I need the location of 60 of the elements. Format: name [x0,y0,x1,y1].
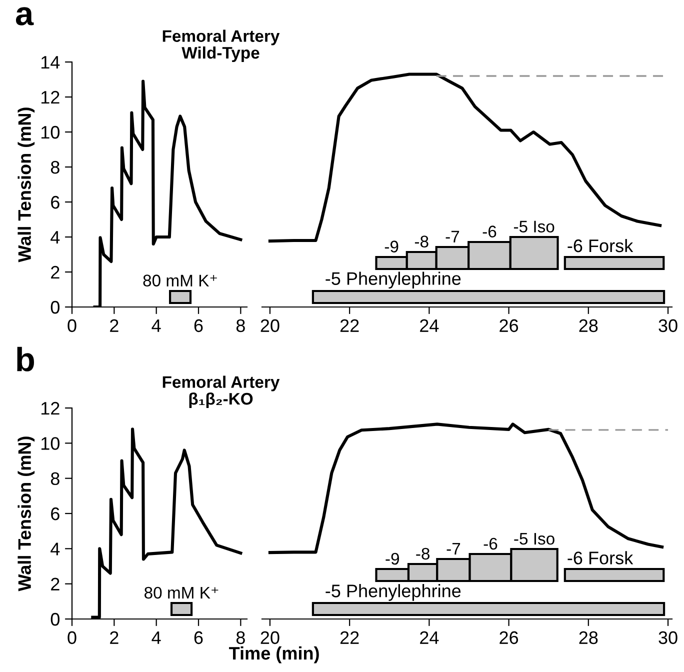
y-tick-label: 6 [51,196,60,209]
text: b [17,346,34,372]
band-label: -6 [484,538,498,550]
x-tick-label: 24 [420,319,439,332]
band-label: -7 [446,230,460,242]
x-tick-label: 26 [500,631,518,644]
band-label: -7 [446,543,460,554]
x-tick-label: 2 [110,631,118,644]
band-label: -5 Iso [514,533,554,545]
x-tick-label: 24 [420,631,439,644]
y-tick-label: 8 [50,472,60,486]
y-tick-label: 0 [50,612,60,626]
x-tick-label: 4 [152,631,161,644]
y-axis-title: Wall Tension (mN) [18,108,35,262]
x-tick-label: 22 [340,631,359,644]
band-label: 80 mM K⁺ [143,274,217,286]
band-label: -9 [384,240,398,252]
x-tick-label: 20 [260,631,280,644]
band-label: -6 Forsk [568,238,634,252]
y-tick-label: 0 [50,300,60,314]
x-tick-label: 28 [579,319,598,332]
x-tick-label: 30 [658,631,678,644]
band-label: -5 Iso [514,220,554,232]
y-tick-label: 6 [51,507,60,520]
y-tick-label: 10 [41,126,60,139]
x-tick-label: 6 [194,319,203,332]
x-tick-label: 4 [152,319,161,332]
band-label: -8 [416,548,430,560]
band-label: -5 Phenylephrine [326,272,461,289]
y-tick-label: 4 [50,542,60,556]
x-tick-label: 28 [579,631,598,644]
y-tick-label: 12 [41,402,60,415]
x-tick-label: 26 [500,319,518,332]
band-label: 80 mM K⁺ [144,586,218,599]
y-tick-label: 2 [51,266,60,279]
x-tick-label: 6 [194,631,203,644]
x-tick-label: 2 [110,319,118,332]
y-tick-label: 8 [50,160,60,174]
x-tick-label: 8 [236,319,245,332]
band-label: -6 [482,226,496,238]
chart-title: Femoral Artery β₁β₂-KO [162,376,280,408]
x-tick-label: 8 [236,631,245,644]
x-axis-title: Time (min) [229,646,319,664]
x-tick-label: 30 [658,319,678,332]
y-tick-label: 12 [41,90,60,104]
y-tick-label: 2 [51,578,60,590]
band-label: -5 Phenylephrine [326,584,461,601]
y-axis-title: Wall Tension (mN) [18,436,35,592]
x-tick-label: 0 [68,319,76,332]
band-label: -8 [414,236,428,248]
y-tick-label: 14 [41,56,60,69]
band-label: -6 Forsk [568,551,634,564]
x-tick-label: 20 [260,319,280,332]
band-label: -9 [386,552,399,565]
text: a [16,7,34,26]
x-tick-label: 0 [68,631,76,644]
y-tick-label: 4 [50,231,60,244]
y-tick-label: 10 [41,437,60,450]
chart-title: Femoral Artery Wild-Type [162,30,280,62]
x-tick-label: 22 [340,319,359,332]
